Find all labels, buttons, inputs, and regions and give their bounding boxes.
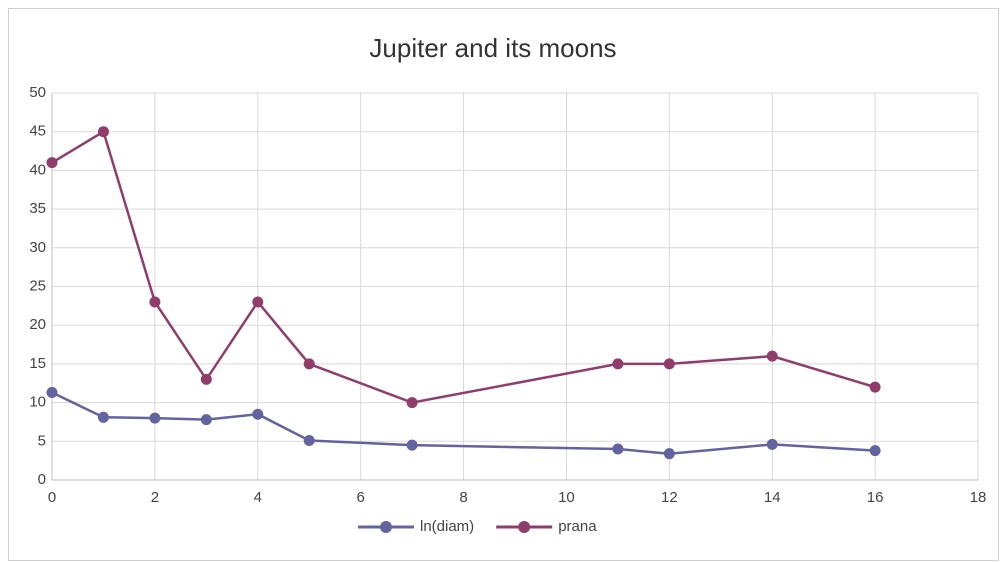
data-point — [200, 373, 212, 385]
x-tick-label: 12 — [661, 489, 678, 506]
x-tick-label: 18 — [970, 489, 987, 506]
data-point — [97, 126, 109, 138]
data-point — [406, 397, 418, 409]
y-tick-label: 45 — [29, 123, 46, 140]
y-tick-label: 25 — [29, 277, 46, 294]
data-point — [149, 296, 161, 308]
data-point — [97, 411, 109, 423]
chart-frame — [8, 8, 999, 561]
x-tick-label: 6 — [356, 489, 364, 506]
legend-marker — [518, 521, 531, 533]
data-point — [869, 381, 881, 393]
y-tick-label: 5 — [38, 432, 46, 449]
data-point — [252, 408, 264, 420]
y-tick-label: 10 — [29, 394, 46, 411]
y-tick-label: 35 — [29, 200, 46, 217]
x-tick-label: 2 — [151, 489, 159, 506]
data-point — [612, 443, 624, 455]
x-tick-label: 4 — [254, 489, 262, 506]
data-point — [149, 412, 161, 424]
legend-marker — [380, 521, 392, 533]
y-tick-label: 0 — [38, 471, 46, 488]
data-point — [612, 358, 624, 370]
data-point — [46, 387, 58, 399]
data-point — [46, 157, 58, 169]
y-tick-label: 15 — [29, 355, 46, 372]
data-point — [869, 445, 881, 457]
data-point — [406, 439, 418, 451]
data-point — [252, 296, 264, 308]
x-tick-label: 10 — [558, 489, 575, 506]
data-point — [663, 448, 675, 460]
data-point — [766, 350, 778, 362]
data-point — [303, 358, 315, 370]
data-point — [200, 414, 212, 426]
y-tick-label: 30 — [29, 239, 46, 256]
y-tick-label: 20 — [29, 316, 46, 333]
chart-title: Jupiter and its moons — [369, 33, 616, 63]
x-tick-label: 0 — [48, 489, 56, 506]
y-tick-label: 50 — [29, 84, 46, 101]
x-tick-label: 8 — [459, 489, 467, 506]
data-point — [766, 438, 778, 450]
y-tick-label: 40 — [29, 161, 46, 178]
legend-label: ln(diam) — [420, 518, 474, 535]
x-tick-label: 14 — [764, 489, 781, 506]
data-point — [663, 358, 675, 370]
data-point — [303, 435, 315, 447]
x-tick-label: 16 — [867, 489, 884, 506]
legend-label: prana — [558, 518, 597, 535]
